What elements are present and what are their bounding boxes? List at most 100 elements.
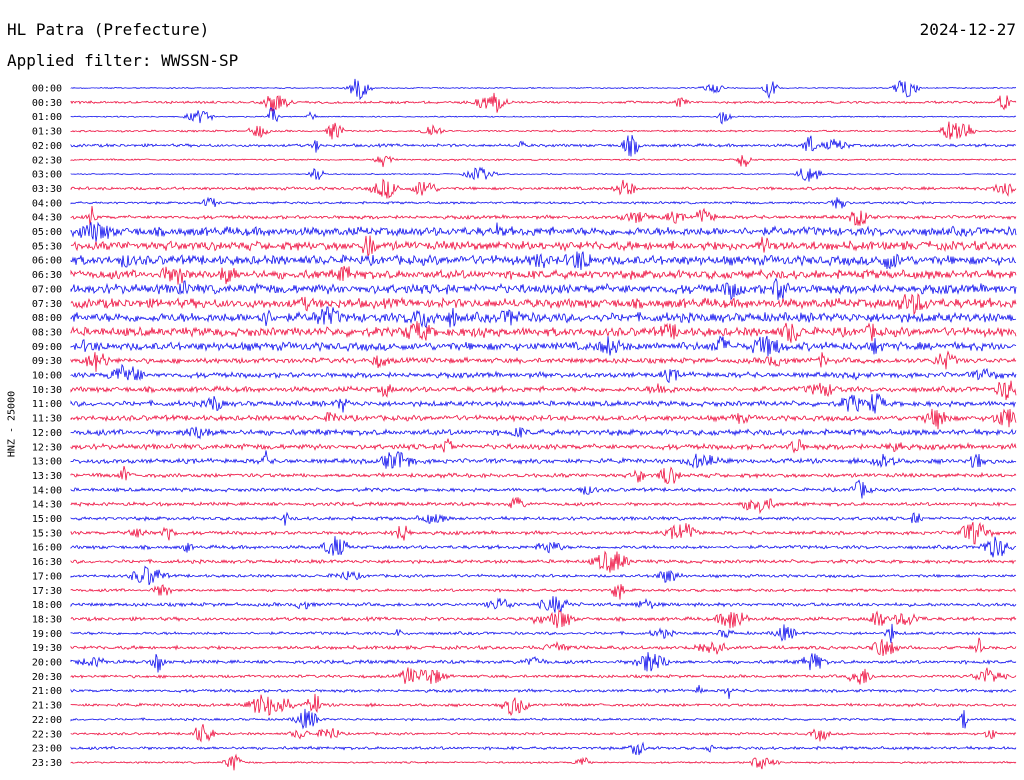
trace-row (70, 408, 1017, 430)
time-tick-label: 04:30 (32, 213, 62, 224)
trace-row (70, 596, 1017, 613)
trace-row (70, 584, 1017, 600)
time-tick-label: 01:30 (32, 127, 62, 138)
time-tick-label: 17:30 (32, 586, 62, 597)
time-tick-label: 01:00 (32, 112, 62, 123)
trace-row (70, 623, 1017, 644)
trace-row (70, 121, 1017, 140)
trace-row (70, 292, 1017, 316)
time-tick-label: 17:00 (32, 571, 62, 582)
trace-row (70, 479, 1017, 499)
time-tick-label: 07:00 (32, 284, 62, 295)
time-tick-label: 08:30 (32, 327, 62, 338)
trace-row (70, 753, 1017, 771)
trace-row (70, 251, 1017, 271)
trace-row (70, 221, 1017, 243)
filter-prefix: Applied filter: (7, 51, 152, 70)
trace-row (70, 155, 1017, 168)
trace-row (70, 92, 1017, 113)
trace-row (70, 196, 1017, 209)
trace-row (70, 450, 1017, 469)
time-tick-label: 13:00 (32, 457, 62, 468)
time-tick-label: 15:00 (32, 514, 62, 525)
trace-row (70, 350, 1017, 372)
trace-row (70, 277, 1017, 301)
time-tick-label: 00:00 (32, 84, 62, 95)
time-tick-label: 11:30 (32, 414, 62, 425)
trace-row (70, 438, 1017, 454)
time-tick-label: 06:30 (32, 270, 62, 281)
filter-line: Applied filter: WWSSN-SP (7, 51, 238, 70)
time-tick-label: 21:00 (32, 686, 62, 697)
time-tick-label: 23:30 (32, 758, 62, 769)
trace-row (70, 380, 1017, 401)
trace-row (70, 693, 1017, 717)
time-tick-label: 14:00 (32, 485, 62, 496)
trace-row (70, 106, 1017, 125)
time-tick-label: 02:30 (32, 155, 62, 166)
trace-row (70, 363, 1017, 384)
time-tick-label: 03:00 (32, 170, 62, 181)
trace-row (70, 321, 1017, 343)
time-tick-label: 13:30 (32, 471, 62, 482)
trace-row (70, 265, 1017, 285)
time-tick-label: 00:30 (32, 98, 62, 109)
time-tick-label: 12:00 (32, 428, 62, 439)
time-tick-label: 20:00 (32, 658, 62, 669)
trace-row (70, 652, 1017, 673)
trace-row (70, 550, 1017, 573)
time-tick-label: 18:00 (32, 600, 62, 611)
time-tick-label: 16:30 (32, 557, 62, 568)
trace-row (70, 205, 1017, 226)
trace-row (70, 426, 1017, 440)
time-tick-label: 22:00 (32, 715, 62, 726)
time-tick-label: 10:00 (32, 371, 62, 382)
time-tick-label: 10:30 (32, 385, 62, 396)
trace-row (70, 565, 1017, 586)
time-tick-label: 09:00 (32, 342, 62, 353)
time-tick-label: 03:30 (32, 184, 62, 195)
time-tick-label: 06:00 (32, 256, 62, 267)
trace-row (70, 741, 1017, 756)
time-tick-label: 15:30 (32, 528, 62, 539)
time-tick-label: 12:30 (32, 442, 62, 453)
trace-row (70, 667, 1017, 685)
trace-row (70, 708, 1017, 730)
trace-row (70, 521, 1017, 545)
trace-row (70, 511, 1017, 526)
trace-row (70, 235, 1017, 258)
time-tick-label: 22:30 (32, 729, 62, 740)
trace-row (70, 724, 1017, 743)
trace-row (70, 166, 1017, 182)
trace-row (70, 536, 1017, 558)
trace-row (70, 135, 1017, 157)
time-tick-label: 19:00 (32, 629, 62, 640)
trace-row (70, 609, 1017, 629)
station-title: HL Patra (Prefecture) (7, 20, 210, 39)
trace-row (70, 178, 1017, 199)
time-tick-label: 19:30 (32, 643, 62, 654)
trace-row (70, 393, 1017, 414)
trace-row (70, 78, 1016, 101)
time-tick-label: 11:00 (32, 399, 62, 410)
time-tick-label: 05:30 (32, 241, 62, 252)
time-tick-label: 14:30 (32, 500, 62, 511)
time-tick-label: 20:30 (32, 672, 62, 683)
time-tick-label: 16:00 (32, 543, 62, 554)
time-tick-label: 05:00 (32, 227, 62, 238)
trace-row (70, 466, 1017, 484)
trace-row (70, 306, 1017, 329)
trace-row (70, 684, 1017, 699)
time-tick-label: 09:30 (32, 356, 62, 367)
trace-row (70, 335, 1017, 357)
date-label: 2024-12-27 (919, 20, 1016, 39)
time-tick-label: 08:00 (32, 313, 62, 324)
time-tick-label: 07:30 (32, 299, 62, 310)
time-tick-label: 21:30 (32, 701, 62, 712)
time-tick-label: 04:00 (32, 198, 62, 209)
trace-row (70, 496, 1017, 515)
trace-row (70, 637, 1017, 657)
filter-name: WWSSN-SP (161, 51, 239, 70)
time-tick-label: 02:00 (32, 141, 62, 152)
